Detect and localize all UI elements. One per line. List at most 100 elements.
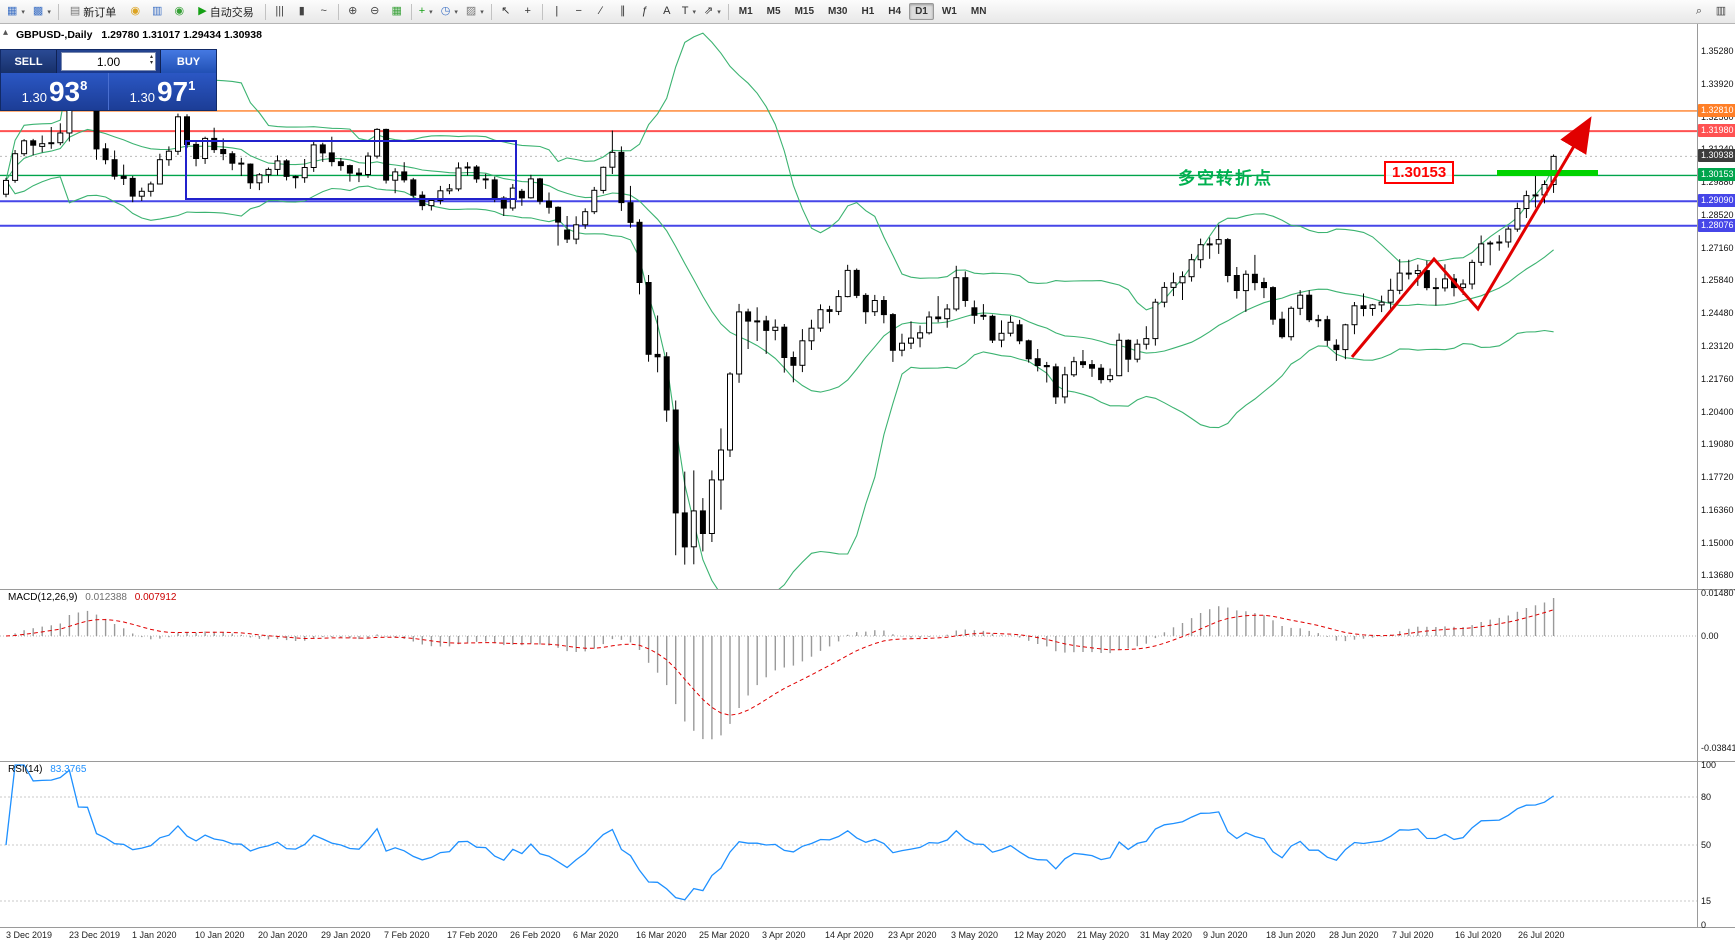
zoom-in-button[interactable]: ⊕ bbox=[343, 2, 363, 22]
bollinger-middle-line bbox=[5, 128, 1554, 393]
ask-price[interactable]: 1.30 97 1 bbox=[109, 73, 216, 110]
rsi-value: 83.3765 bbox=[50, 764, 87, 775]
rsi-indicator-label: RSI(14) 83.3765 bbox=[8, 764, 86, 775]
date-axis-label: 20 Jan 2020 bbox=[258, 930, 308, 940]
price-axis-label: 1.23120 bbox=[1701, 341, 1734, 352]
new-chart-button[interactable]: ▦ ▾ bbox=[4, 2, 28, 22]
blue-rectangle-drawing[interactable] bbox=[185, 140, 517, 200]
volume-value: 1.00 bbox=[96, 54, 121, 69]
tile-windows-icon: ▦ bbox=[391, 5, 402, 17]
zoom-out-button[interactable]: ⊖ bbox=[365, 2, 385, 22]
vertical-line-button[interactable]: | bbox=[547, 2, 567, 22]
candlestick-mode-icon: ▮ bbox=[298, 5, 305, 17]
turning-point-annotation[interactable]: 多空转折点 bbox=[1178, 169, 1273, 188]
periods-button[interactable]: ◷ ▾ bbox=[438, 2, 461, 22]
price-axis-label: 1.24480 bbox=[1701, 308, 1734, 319]
bollinger-lower-line bbox=[5, 176, 1554, 589]
vertical-line-icon: | bbox=[555, 5, 559, 17]
timeframe-h4-button[interactable]: H4 bbox=[888, 6, 902, 17]
profiles-button[interactable]: ▩ ▾ bbox=[30, 2, 54, 22]
auto-trading-button[interactable]: ▶ 自动交易 bbox=[191, 2, 260, 22]
timeframe-d1-button[interactable]: D1 bbox=[909, 3, 934, 20]
one-click-toggle-icon[interactable]: ▴ bbox=[3, 27, 9, 38]
caret-down-icon: ▾ bbox=[21, 8, 25, 16]
timeframe-w1-button[interactable]: W1 bbox=[941, 6, 957, 17]
candles-layer bbox=[3, 54, 1557, 565]
sell-button[interactable]: SELL bbox=[1, 50, 57, 73]
timeframe-m5-button[interactable]: M5 bbox=[766, 6, 781, 17]
indicators-button[interactable]: + ▾ bbox=[416, 2, 436, 22]
equidistant-channel-button[interactable]: ∥ bbox=[613, 2, 633, 22]
trendline-icon: ∕ bbox=[599, 5, 602, 17]
line-chart-mode-button[interactable]: ~ bbox=[314, 2, 334, 22]
main-toolbar: ▦ ▾ ▩ ▾ ▤ 新订单 ◉ ▥ ◉ ▶ 自动交易 ||| ▮ ~ ⊕ ⊖ ▦ + ▾ ◷ ▾ ▨ ▾ ↖ + | − ∕ ∥ ƒ A T ▾… bbox=[0, 0, 1735, 24]
date-axis-label: 9 Jun 2020 bbox=[1203, 930, 1248, 940]
mql5-community-icon: ◉ bbox=[174, 5, 185, 17]
tile-windows-button[interactable]: ▦ bbox=[387, 2, 407, 22]
macd-signal-line bbox=[5, 609, 1554, 716]
cursor-button[interactable]: ↖ bbox=[496, 2, 516, 22]
red-arrow-drawing[interactable] bbox=[1350, 116, 1592, 358]
rsi-axis-label: 15 bbox=[1701, 896, 1712, 906]
auto-trading-label: 自动交易 bbox=[209, 6, 254, 19]
horizontal-line-button[interactable]: − bbox=[569, 2, 589, 22]
spinner-down-icon[interactable]: ▾ bbox=[149, 60, 153, 66]
volume-spinner[interactable]: ▴ ▾ bbox=[150, 54, 153, 66]
date-axis-label: 3 May 2020 bbox=[951, 930, 999, 940]
macd-signal-value: 0.007912 bbox=[134, 592, 177, 603]
data-window-button[interactable]: ▥ bbox=[147, 2, 167, 22]
timeframe-h1-button[interactable]: H1 bbox=[861, 6, 875, 17]
timeframe-m30-button[interactable]: M30 bbox=[828, 6, 848, 17]
crosshair-button[interactable]: + bbox=[518, 2, 538, 22]
date-axis-label: 28 Jun 2020 bbox=[1329, 930, 1379, 940]
text-label-button[interactable]: T ▾ bbox=[679, 2, 699, 22]
timeframe-m15-button[interactable]: M15 bbox=[794, 6, 815, 17]
trendline-button[interactable]: ∕ bbox=[591, 2, 611, 22]
toolbar-separator bbox=[541, 3, 543, 20]
text-button[interactable]: A bbox=[657, 2, 677, 22]
date-axis-label: 21 May 2020 bbox=[1077, 930, 1130, 940]
ask-pip-fraction: 1 bbox=[188, 78, 196, 93]
zoom-out-icon: ⊖ bbox=[370, 5, 380, 17]
chart-list-button[interactable]: ▥ bbox=[1711, 2, 1731, 22]
rsi-axis-label: 100 bbox=[1701, 760, 1717, 770]
templates-icon: ▨ bbox=[465, 5, 477, 17]
order-controls-row: SELL 1.00 ▴ ▾ BUY bbox=[1, 50, 216, 73]
search-button[interactable]: ⌕ bbox=[1689, 2, 1709, 22]
price-axis-label: 1.28520 bbox=[1701, 210, 1734, 221]
fibonacci-retracement-button[interactable]: ƒ bbox=[635, 2, 655, 22]
bid-price[interactable]: 1.30 93 8 bbox=[1, 73, 109, 110]
price-axis-label: 1.19080 bbox=[1701, 439, 1734, 450]
date-axis-label: 12 May 2020 bbox=[1014, 930, 1067, 940]
price-level-label-annotation[interactable]: 1.30153 bbox=[1384, 161, 1455, 184]
mql5-community-button[interactable]: ◉ bbox=[169, 2, 189, 22]
price-display-row: 1.30 93 8 1.30 97 1 bbox=[1, 73, 216, 110]
rsi-axis-label: 80 bbox=[1701, 792, 1712, 802]
spinner-up-icon[interactable]: ▴ bbox=[149, 54, 153, 60]
macd-axis-label: 0.00 bbox=[1701, 631, 1719, 641]
toolbar-separator bbox=[727, 3, 729, 20]
date-axis-label: 25 Mar 2020 bbox=[699, 930, 750, 940]
templates-button[interactable]: ▨ ▾ bbox=[463, 2, 487, 22]
price-axis-label: 1.33920 bbox=[1701, 79, 1734, 89]
price-axis-label: 1.20400 bbox=[1701, 407, 1734, 418]
date-axis-label: 31 May 2020 bbox=[1140, 930, 1193, 940]
candlestick-mode-button[interactable]: ▮ bbox=[292, 2, 312, 22]
bollinger-upper-line bbox=[5, 32, 1555, 311]
market-watch-icon: ◉ bbox=[130, 5, 141, 17]
macd-label: MACD(12,26,9) bbox=[8, 592, 78, 603]
price-axis-label: 1.15000 bbox=[1701, 538, 1734, 549]
market-watch-button[interactable]: ◉ bbox=[125, 2, 145, 22]
buy-button[interactable]: BUY bbox=[160, 50, 216, 73]
timeframe-m1-button[interactable]: M1 bbox=[738, 6, 753, 17]
bar-chart-mode-button[interactable]: ||| bbox=[270, 2, 290, 22]
date-axis-label: 17 Feb 2020 bbox=[447, 930, 498, 940]
rsi-line bbox=[5, 764, 1554, 901]
timeframe-mn-button[interactable]: MN bbox=[970, 6, 987, 17]
volume-input[interactable]: 1.00 ▴ ▾ bbox=[61, 52, 156, 71]
arrows-button[interactable]: ⇗ ▾ bbox=[701, 2, 724, 22]
price-axis-label: 1.17720 bbox=[1701, 472, 1734, 483]
ask-prefix: 1.30 bbox=[129, 90, 155, 105]
new-order-button[interactable]: ▤ 新订单 bbox=[63, 2, 123, 22]
